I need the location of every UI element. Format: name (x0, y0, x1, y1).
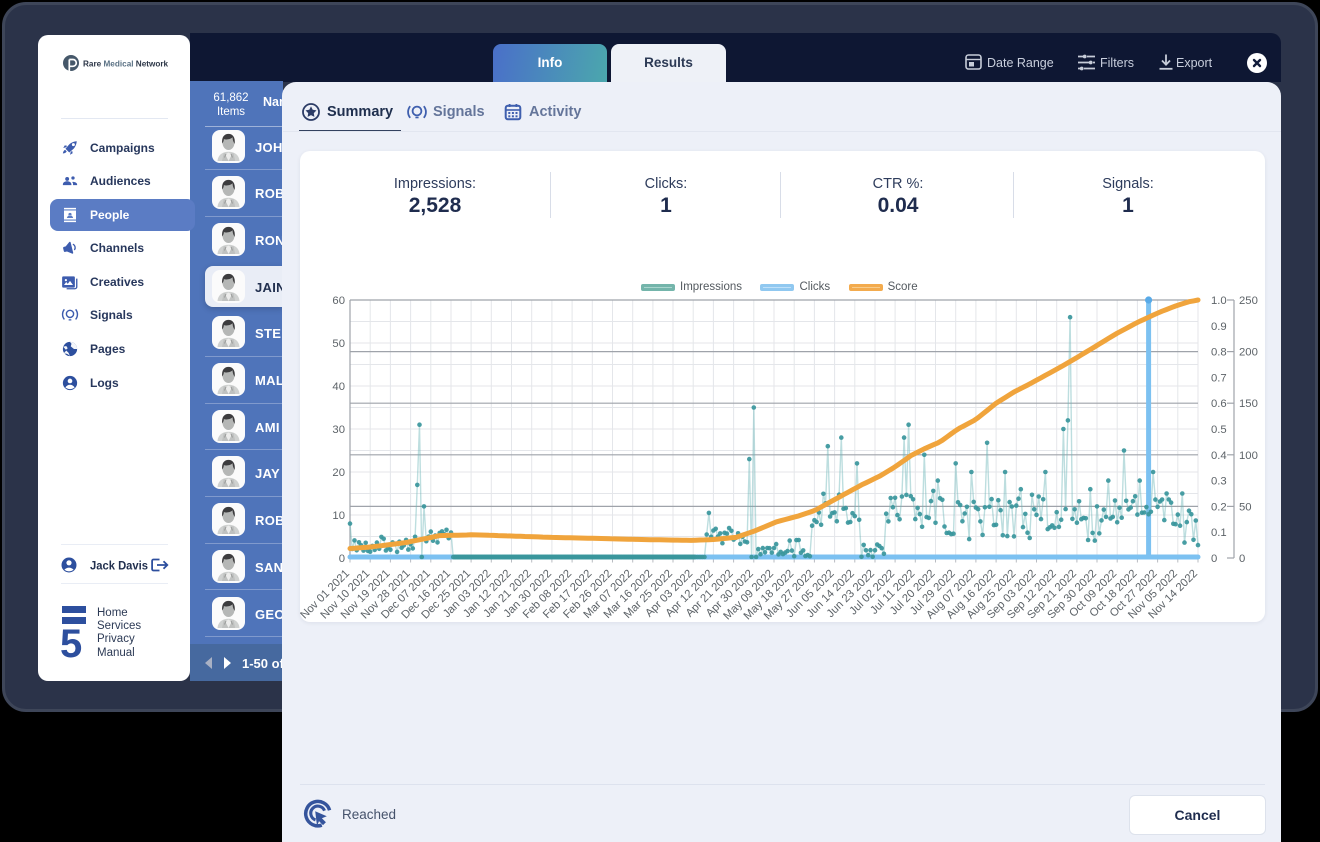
svg-text:30: 30 (332, 424, 345, 436)
svg-text:5: 5 (61, 622, 82, 658)
svg-text:0.7: 0.7 (1211, 372, 1227, 384)
svg-text:0.1: 0.1 (1211, 527, 1227, 539)
svg-text:150: 150 (1239, 398, 1258, 410)
svg-text:10: 10 (332, 510, 345, 522)
svg-text:60: 60 (332, 295, 345, 307)
svg-text:0.6: 0.6 (1211, 398, 1227, 410)
svg-text:Jack Davis: Jack Davis (90, 559, 148, 573)
svg-text:0: 0 (339, 553, 345, 565)
svg-text:0.2: 0.2 (1211, 501, 1227, 513)
svg-text:50: 50 (1239, 501, 1252, 513)
svg-text:Rare Medical Network: Rare Medical Network (83, 60, 169, 69)
svg-text:20: 20 (332, 467, 345, 479)
svg-text:0.4: 0.4 (1211, 450, 1227, 462)
svg-text:1-50 of 6: 1-50 of 6 (242, 656, 295, 671)
svg-text:250: 250 (1239, 295, 1258, 307)
svg-text:0.3: 0.3 (1211, 476, 1227, 488)
svg-text:50: 50 (332, 338, 345, 350)
svg-text:200: 200 (1239, 347, 1258, 359)
svg-text:0.9: 0.9 (1211, 321, 1227, 333)
svg-text:0.8: 0.8 (1211, 347, 1227, 359)
svg-text:0: 0 (1239, 553, 1245, 565)
svg-text:100: 100 (1239, 450, 1258, 462)
svg-text:0.5: 0.5 (1211, 424, 1227, 436)
svg-text:0: 0 (1211, 553, 1217, 565)
svg-text:40: 40 (332, 381, 345, 393)
svg-text:1.0: 1.0 (1211, 295, 1227, 307)
